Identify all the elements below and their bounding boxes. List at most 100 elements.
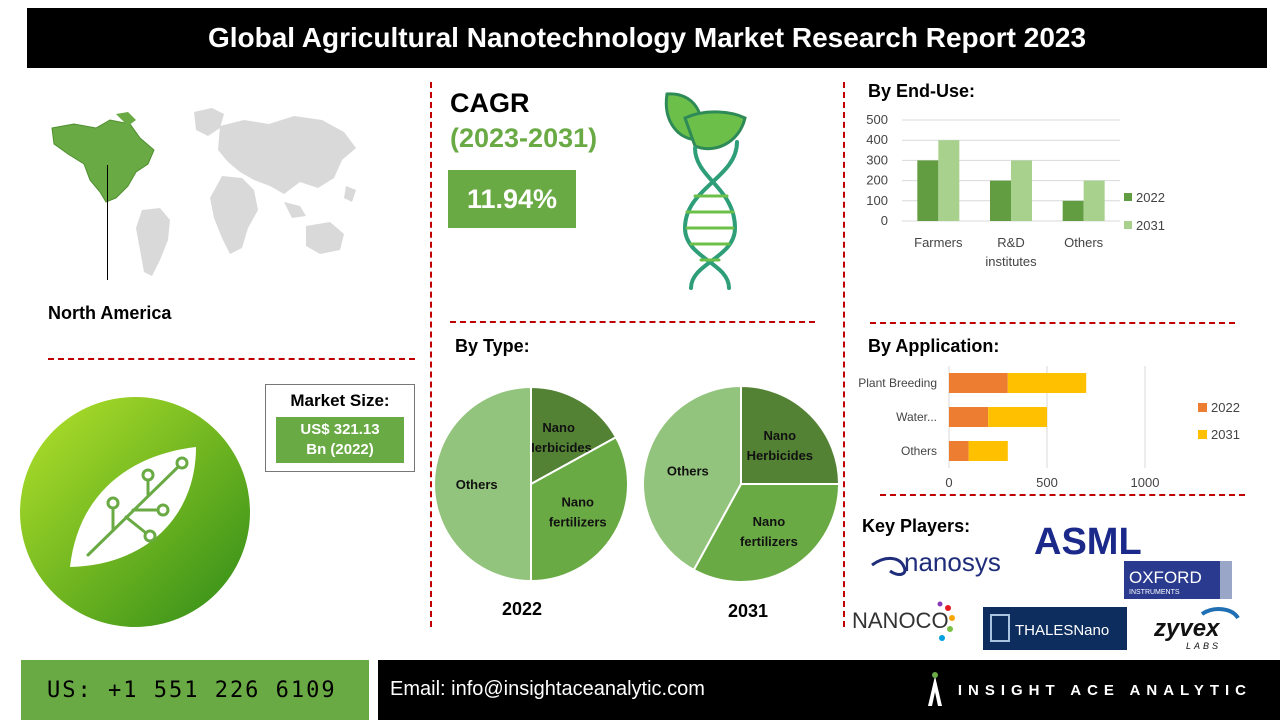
end-use-bar-2022 (917, 160, 939, 221)
zyvex-sub-text: LABS (1186, 641, 1221, 651)
end-use-bar-2022 (990, 180, 1011, 221)
market-size-value-line1: US$ 321.13 (300, 421, 380, 438)
nanosys-logo: nanosys (871, 547, 1001, 577)
pie-2031-slice-label: Herbicides (747, 448, 813, 463)
application-heading: By Application: (868, 336, 1000, 356)
asml-text: ASML (1034, 521, 1142, 560)
end-use-x-tick: Farmers (914, 235, 963, 250)
application-x-tick: 500 (1036, 475, 1058, 490)
type-pie-2031: Nano Herbicides Nano fertilizers Others (642, 384, 841, 583)
region-label: North America (48, 303, 172, 323)
market-size-value: US$ 321.13 Bn (2022) (276, 417, 404, 463)
application-y-tick: Water... (896, 410, 937, 424)
end-use-bar-2031 (1083, 180, 1105, 221)
divider-vertical-left (430, 82, 432, 627)
key-players-heading: Key Players: (862, 516, 971, 536)
pie-2022-slice-label: Others (456, 477, 498, 492)
thalesnano-logo: THALESNano (983, 607, 1127, 650)
cagr-title: CAGR (450, 88, 530, 118)
type-heading: By Type: (455, 336, 530, 356)
end-use-y-tick: 500 (866, 112, 888, 127)
market-size-title: Market Size: (290, 391, 390, 410)
world-map (51, 108, 356, 276)
nano-leaf-icon (20, 397, 250, 627)
end-use-chart: 0 100 200 300 400 500 Farmers R&D institutes Othe… (866, 112, 1165, 269)
application-x-tick: 0 (945, 475, 952, 490)
pie-2022-slice-label: Nano (562, 495, 595, 510)
report-title: Global Agricultural Nanotechnology Marke… (27, 8, 1267, 68)
end-use-x-tick: R&D (997, 235, 1024, 250)
application-legend-label: 2031 (1211, 427, 1240, 442)
divider-right-bottom (880, 494, 1245, 496)
divider-vertical-right (843, 82, 845, 627)
application-bar-2022 (949, 441, 969, 461)
email-text[interactable]: Email: info@insightaceanalytic.com (390, 678, 705, 700)
end-use-y-tick: 0 (881, 213, 888, 228)
map-leader-line (107, 165, 108, 280)
oxford-sub-text: INSTRUMENTS (1129, 589, 1180, 596)
thalesnano-text: THALESNano (1015, 622, 1109, 639)
application-y-tick: Others (901, 444, 937, 458)
end-use-bar-2031 (1011, 160, 1032, 221)
oxford-text: OXFORD (1129, 568, 1202, 587)
application-bar-2031 (968, 441, 1008, 461)
divider-left (48, 358, 415, 360)
oxford-instruments-logo: OXFORD INSTRUMENTS (1124, 561, 1232, 599)
end-use-heading: By End-Use: (868, 81, 976, 101)
dna-leaf-icon (664, 92, 747, 290)
pie-2031-slice-label: Nano (753, 514, 786, 529)
phone-banner: US: +1 551 226 6109 (21, 660, 369, 720)
market-size-card: Market Size: US$ 321.13 Bn (2022) (265, 384, 415, 472)
pie-2022-slice (530, 435, 629, 583)
pie-2022-label: 2022 (502, 599, 543, 619)
pie-2031-slice-label: Others (667, 463, 709, 478)
pie-2031-slice (642, 384, 742, 572)
end-use-legend-swatch (1124, 193, 1132, 201)
end-use-x-tick: institutes (985, 254, 1037, 269)
end-use-y-tick: 100 (866, 193, 888, 208)
application-legend-swatch (1198, 403, 1207, 412)
application-bar-2031 (988, 407, 1047, 427)
market-size-value-line2: Bn (2022) (306, 441, 374, 458)
application-legend-swatch (1198, 430, 1207, 439)
cagr-period: (2023-2031) (450, 123, 598, 153)
application-chart: 0 500 1000 Plant Breeding Water... Others 2022… (858, 366, 1240, 490)
zyvex-text: zyvex (1153, 615, 1221, 642)
end-use-legend-label: 2031 (1136, 218, 1165, 233)
email-banner: Email: info@insightaceanalytic.com INSIG… (378, 660, 1280, 720)
application-legend-label: 2022 (1211, 400, 1240, 415)
end-use-y-tick: 300 (866, 152, 888, 167)
pie-2022-slice-label: Herbicides (525, 440, 591, 455)
divider-middle (450, 321, 815, 323)
nanoco-logo: NANOCO (852, 601, 955, 641)
end-use-y-tick: 400 (866, 132, 888, 147)
end-use-y-tick: 200 (866, 173, 888, 188)
type-pie-2022: Nano Herbicides Nano fertilizers Others (433, 385, 629, 583)
insight-ace-logo-icon (928, 672, 942, 706)
end-use-bar-2022 (1062, 200, 1084, 221)
divider-right-top (870, 322, 1235, 324)
application-bar-2022 (949, 407, 989, 427)
pie-2022-slice-label: Nano (542, 420, 575, 435)
nanosys-text: nanosys (904, 547, 1001, 577)
application-bar-2022 (949, 373, 1008, 393)
end-use-legend-swatch (1124, 221, 1132, 229)
brand-name: INSIGHT ACE ANALYTIC (957, 682, 1252, 699)
end-use-bar-2031 (938, 140, 960, 221)
application-x-tick: 1000 (1131, 475, 1160, 490)
cagr-value: 11.94% (448, 170, 576, 228)
north-america-shape (51, 119, 155, 203)
end-use-legend-label: 2022 (1136, 190, 1165, 205)
end-use-x-tick: Others (1064, 235, 1104, 250)
pie-2022-slice-label: fertilizers (549, 515, 607, 530)
pie-2031-slice (740, 384, 841, 485)
pie-2022-slice (433, 385, 532, 583)
pie-2031-slice-label: fertilizers (740, 534, 798, 549)
pie-2031-slice-label: Nano (764, 428, 797, 443)
application-y-tick: Plant Breeding (858, 376, 937, 390)
application-bar-2031 (1007, 373, 1087, 393)
nanoco-text: NANOCO (852, 608, 949, 633)
asml-logo: ASML (1034, 521, 1142, 560)
pie-2031-slice (692, 483, 841, 583)
pie-2031-label: 2031 (728, 601, 769, 621)
